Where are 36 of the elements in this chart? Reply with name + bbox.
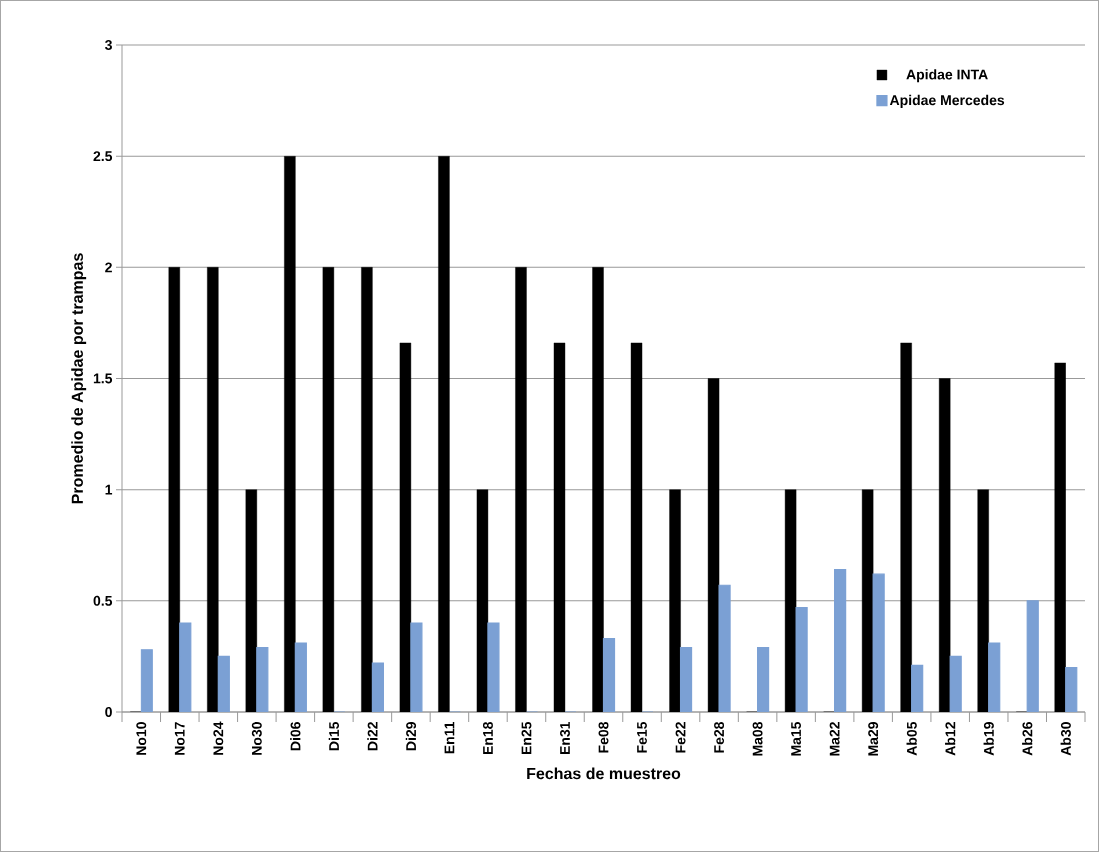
y-tick-label: 0: [105, 707, 112, 717]
x-tick-label: Fe28: [714, 721, 725, 753]
x-tick-label: Di22: [367, 722, 378, 751]
y-tick-label: 3: [105, 40, 112, 50]
x-tick-label: No10: [136, 722, 147, 755]
y-tick-label: 2: [105, 262, 112, 273]
x-tick-label: Ab26: [1022, 722, 1033, 756]
y-tick-label: 0.5: [93, 595, 113, 606]
x-tick-label: Di15: [328, 721, 340, 751]
x-tick-label: Ab30: [1060, 722, 1071, 756]
x-tick-label: En31: [560, 721, 570, 755]
x-tick-label: En25: [521, 721, 532, 755]
x-tick-label: Ma22: [829, 722, 840, 756]
y-tick-label: 1: [105, 484, 113, 495]
x-axis-title: Fechas de muestreo: [527, 767, 681, 780]
x-tick-label: Ab19: [983, 722, 994, 756]
y-tick-label: 1.5: [93, 373, 113, 384]
x-tick-label: En18: [482, 721, 493, 755]
x-tick-label: No24: [213, 721, 224, 755]
x-tick-label: Fe15: [637, 721, 647, 753]
y-tick-label: 2.5: [93, 151, 113, 162]
x-tick-label: Fe22: [675, 722, 686, 753]
x-tick-label: Di06: [290, 722, 301, 751]
x-tick-label: Ma08: [752, 721, 763, 756]
x-tick-label: Ma15: [791, 721, 801, 756]
x-tick-label: Ab12: [945, 722, 956, 756]
x-tick-label: En11: [444, 721, 455, 754]
x-tick-label: Ma29: [868, 722, 879, 756]
legend-label: Apidae INTA: [906, 69, 988, 83]
y-axis-title: Promedio de Apidae por trampas: [71, 253, 87, 504]
x-tick-label: Ab05: [906, 721, 917, 756]
x-tick-label: Di29: [405, 722, 417, 751]
x-tick-label: No17: [174, 722, 185, 755]
legend-label: Apidae Mercedes: [889, 94, 1005, 108]
x-tick-label: No30: [251, 722, 262, 755]
x-tick-label: Fe08: [598, 721, 609, 753]
